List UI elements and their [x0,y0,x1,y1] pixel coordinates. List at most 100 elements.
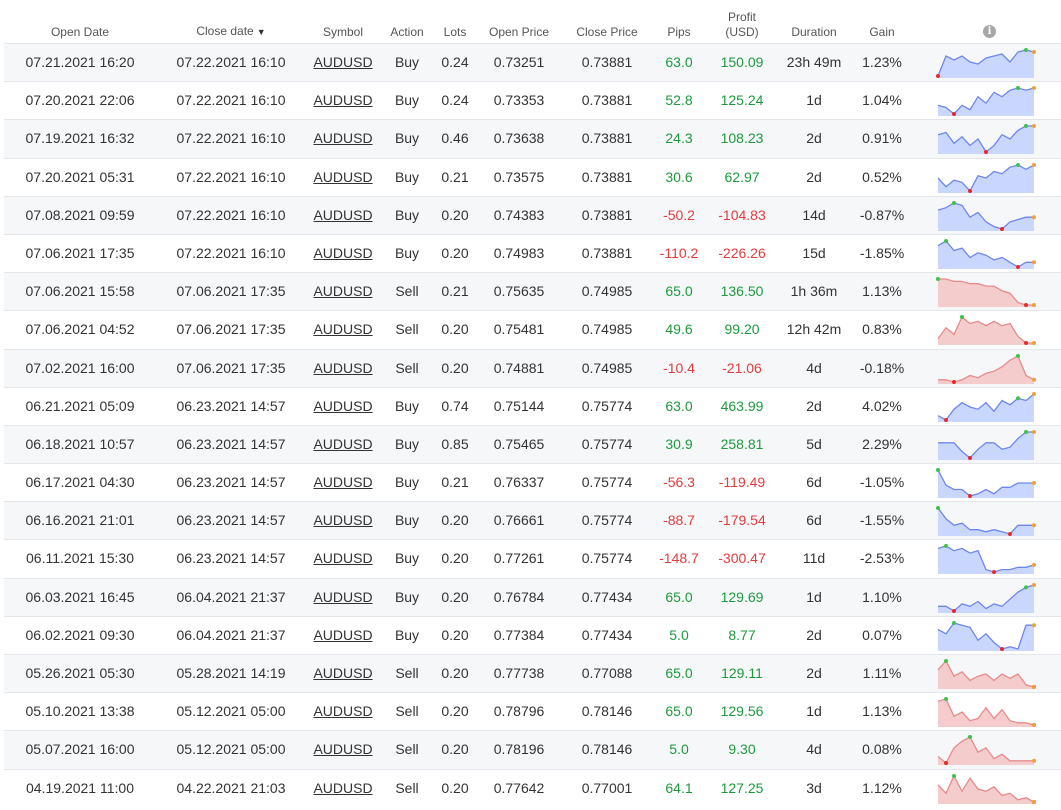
sparkline-end-point [1032,341,1036,346]
symbol-link-text[interactable]: AUDUSD [313,779,373,796]
symbol-link-text[interactable]: AUDUSD [313,206,373,223]
cell-pips: -110.2 [660,235,699,272]
table-row[interactable]: 07.06.2021 04:52 07.06.2021 17:35 AUDUSD Se… [4,310,1061,348]
cell-profit: 8.77 [728,617,755,654]
table-row[interactable]: 07.19.2021 16:32 07.22.2021 16:10 AUDUSD Bu… [4,119,1061,158]
symbol-link-text[interactable]: AUDUSD [313,435,373,452]
table-row[interactable]: 06.16.2021 21:01 06.23.2021 14:57 AUDUSD Bu… [4,501,1061,540]
cell-symbol-link[interactable]: AUDUSD [313,770,372,807]
symbol-link-text[interactable]: AUDUSD [313,703,373,720]
col-profit[interactable]: Profit (USD) [725,10,758,40]
table-row[interactable]: 05.07.2021 16:00 05.12.2021 05:00 AUDUSD Se… [4,730,1061,769]
col-lots[interactable]: Lots [443,25,467,39]
table-row[interactable]: 07.02.2021 16:00 07.06.2021 17:35 AUDUSD Se… [4,348,1061,387]
sparkline-line [937,659,1035,688]
symbol-link-text[interactable]: AUDUSD [313,626,373,643]
lots-text: 0.20 [441,512,469,529]
cell-symbol-link[interactable]: AUDUSD [313,426,372,463]
col-close-price[interactable]: Close Price [576,25,638,39]
sparkline-chart [937,200,1036,231]
table-row[interactable]: 04.19.2021 11:00 04.22.2021 21:03 AUDUSD Se… [4,768,1061,807]
symbol-link-text[interactable]: AUDUSD [313,244,373,261]
sparkline-chart [936,48,1036,78]
cell-symbol-link[interactable]: AUDUSD [313,464,372,501]
pips-text: 49.6 [665,321,693,338]
duration-text: 1h 36m [790,283,838,300]
col-symbol[interactable]: Symbol [322,25,364,39]
table-row[interactable]: 06.03.2021 16:45 06.04.2021 21:37 AUDUSD Bu… [4,577,1061,616]
cell-symbol-link[interactable]: AUDUSD [313,273,372,310]
col-close-date[interactable]: Close date ▼ [196,24,265,40]
close-price-text: 0.73881 [581,168,633,185]
cell-open-price: 0.74983 [494,235,545,272]
cell-symbol-link[interactable]: AUDUSD [313,82,372,119]
symbol-link-text[interactable]: AUDUSD [313,359,373,376]
trade-history-table: Open Date Close date ▼ Symbol Action Lots… [4,0,1061,807]
table-row[interactable]: 05.26.2021 05:30 05.28.2021 14:19 AUDUSD Se… [4,654,1061,693]
cell-close-date: 06.23.2021 14:57 [177,388,286,425]
table-row[interactable]: 06.17.2021 04:30 06.23.2021 14:57 AUDUSD Bu… [4,463,1061,501]
table-row[interactable]: 07.20.2021 05:31 07.22.2021 16:10 AUDUSD Bu… [4,157,1061,196]
open-price-text: 0.77261 [493,550,545,567]
symbol-link-text[interactable]: AUDUSD [313,321,373,338]
table-row[interactable]: 07.06.2021 15:58 07.06.2021 17:35 AUDUSD Se… [4,272,1061,311]
sparkline-area [938,508,1034,537]
table-row[interactable]: 05.10.2021 13:38 05.12.2021 05:00 AUDUSD Se… [4,692,1061,730]
close-date-text: 07.06.2021 17:35 [176,321,286,338]
open-date-text: 07.19.2021 16:32 [25,130,135,147]
cell-symbol-link[interactable]: AUDUSD [313,540,372,577]
table-row[interactable]: 07.06.2021 17:35 07.22.2021 16:10 AUDUSD Bu… [4,233,1061,272]
pips-text: -56.3 [663,474,695,491]
cell-symbol-link[interactable]: AUDUSD [313,159,372,196]
col-pips[interactable]: Pips [667,25,691,39]
symbol-link-text[interactable]: AUDUSD [313,550,373,567]
table-row[interactable]: 07.21.2021 16:20 07.22.2021 16:10 AUDUSD Bu… [4,43,1061,82]
symbol-link-text[interactable]: AUDUSD [313,54,373,70]
cell-symbol-link[interactable]: AUDUSD [313,617,372,654]
sparkline-high-point [936,506,940,511]
symbol-link-text[interactable]: AUDUSD [313,92,373,109]
symbol-link-text[interactable]: AUDUSD [313,474,373,491]
cell-pips: -148.7 [659,540,699,577]
cell-pips: 64.1 [665,770,692,807]
sparkline-chart [937,124,1036,155]
table-row[interactable]: 06.18.2021 10:57 06.23.2021 14:57 AUDUSD Bu… [4,424,1061,464]
symbol-link-text[interactable]: AUDUSD [313,741,373,758]
action-text: Sell [395,321,419,338]
symbol-link-text[interactable]: AUDUSD [313,665,373,681]
symbol-link-text[interactable]: AUDUSD [313,168,373,185]
table-row[interactable]: 06.21.2021 05:09 06.23.2021 14:57 AUDUSD Bu… [4,386,1061,425]
col-duration[interactable]: Duration [791,25,837,39]
table-row[interactable]: 06.02.2021 09:30 06.04.2021 21:37 AUDUSD Bu… [4,615,1061,654]
symbol-link-text[interactable]: AUDUSD [313,512,373,529]
cell-symbol-link[interactable]: AUDUSD [313,197,372,234]
cell-symbol-link[interactable]: AUDUSD [313,731,372,768]
symbol-link-text[interactable]: AUDUSD [313,130,373,147]
cell-symbol-link[interactable]: AUDUSD [313,388,372,425]
info-icon[interactable]: i [983,25,996,38]
cell-open-price: 0.77642 [494,770,545,807]
cell-symbol-link[interactable]: AUDUSD [313,502,372,539]
symbol-link-text[interactable]: AUDUSD [313,283,373,300]
cell-symbol-link[interactable]: AUDUSD [313,655,372,692]
col-open-price[interactable]: Open Price [488,25,550,39]
col-open-date[interactable]: Open Date [50,25,110,39]
cell-open-price: 0.74383 [494,197,545,234]
symbol-link-text[interactable]: AUDUSD [313,397,373,414]
close-date-text: 06.04.2021 21:37 [176,588,286,605]
table-row[interactable]: 07.20.2021 22:06 07.22.2021 16:10 AUDUSD Bu… [4,81,1061,119]
symbol-link-text[interactable]: AUDUSD [313,588,373,605]
col-gain[interactable]: Gain [869,25,895,39]
col-action[interactable]: Action [390,25,424,39]
cell-symbol-link[interactable]: AUDUSD [313,579,372,616]
table-row[interactable]: 07.08.2021 09:59 07.22.2021 16:10 AUDUSD Bu… [4,195,1061,234]
table-row[interactable]: 06.11.2021 15:30 06.23.2021 14:57 AUDUSD Bu… [4,539,1061,577]
cell-symbol-link[interactable]: AUDUSD [313,350,372,387]
cell-symbol-link[interactable]: AUDUSD [313,44,372,81]
cell-symbol-link[interactable]: AUDUSD [313,311,372,348]
cell-symbol-link[interactable]: AUDUSD [313,235,372,272]
cell-gain: -0.87% [860,197,904,234]
cell-symbol-link[interactable]: AUDUSD [313,120,372,157]
cell-symbol-link[interactable]: AUDUSD [313,693,372,730]
open-price-text: 0.75144 [493,397,545,414]
